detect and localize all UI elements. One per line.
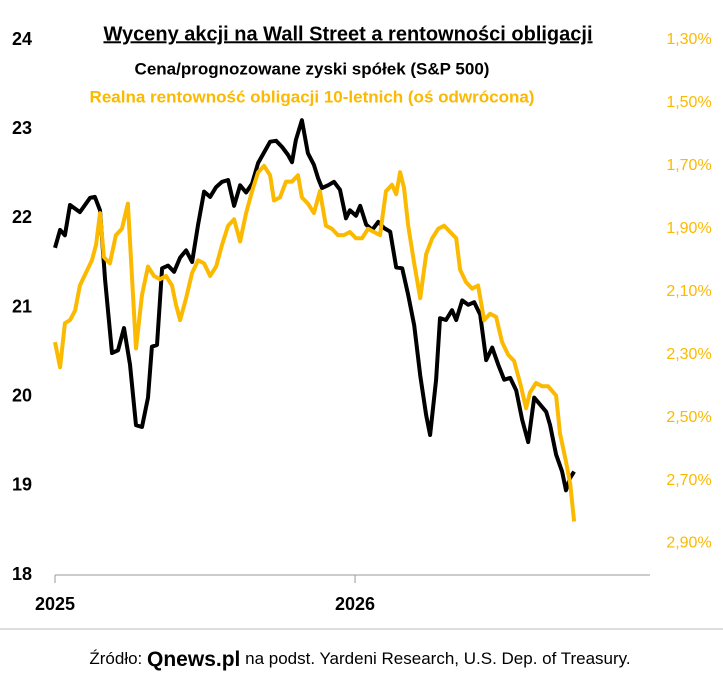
y2-tick-label: 1,90% bbox=[666, 220, 711, 237]
series-line bbox=[53, 118, 576, 493]
y2-tick-label: 1,30% bbox=[666, 31, 711, 48]
y-tick-label: 21 bbox=[12, 296, 32, 316]
series-line bbox=[53, 163, 577, 522]
y2-tick-label: 2,50% bbox=[666, 409, 711, 426]
y2-tick-label: 1,50% bbox=[666, 94, 711, 111]
y2-tick-label: 2,30% bbox=[666, 346, 711, 363]
chart-title: Wyceny akcji na Wall Street a rentownośc… bbox=[103, 23, 592, 45]
y2-tick-label: 2,90% bbox=[666, 535, 711, 552]
y-tick-label: 18 bbox=[12, 564, 32, 584]
footer-text: na podst. Yardeni Research, U.S. Dep. of… bbox=[245, 649, 631, 668]
y-tick-label: 20 bbox=[12, 385, 32, 405]
footer: Źródło: Qnews.pl na podst. Yardeni Resea… bbox=[89, 648, 630, 671]
y2-tick-label: 2,70% bbox=[666, 472, 711, 489]
y-tick-label: 22 bbox=[12, 207, 32, 227]
y2-tick-label: 2,10% bbox=[666, 283, 711, 300]
x-tick-label: 2025 bbox=[35, 594, 75, 614]
legend-entry: Cena/prognozowane zyski spółek (S&P 500) bbox=[135, 59, 490, 78]
x-tick-label: 2026 bbox=[335, 594, 375, 614]
legend-entry: Realna rentowność obligacji 10-letnich (… bbox=[90, 87, 535, 106]
y-tick-label: 19 bbox=[12, 475, 32, 495]
footer-prefix: Źródło: bbox=[89, 649, 142, 668]
y-tick-label: 23 bbox=[12, 118, 32, 138]
y2-tick-label: 1,70% bbox=[666, 157, 711, 174]
footer-brand: Qnews.pl bbox=[147, 648, 240, 671]
y-tick-label: 24 bbox=[12, 29, 32, 49]
